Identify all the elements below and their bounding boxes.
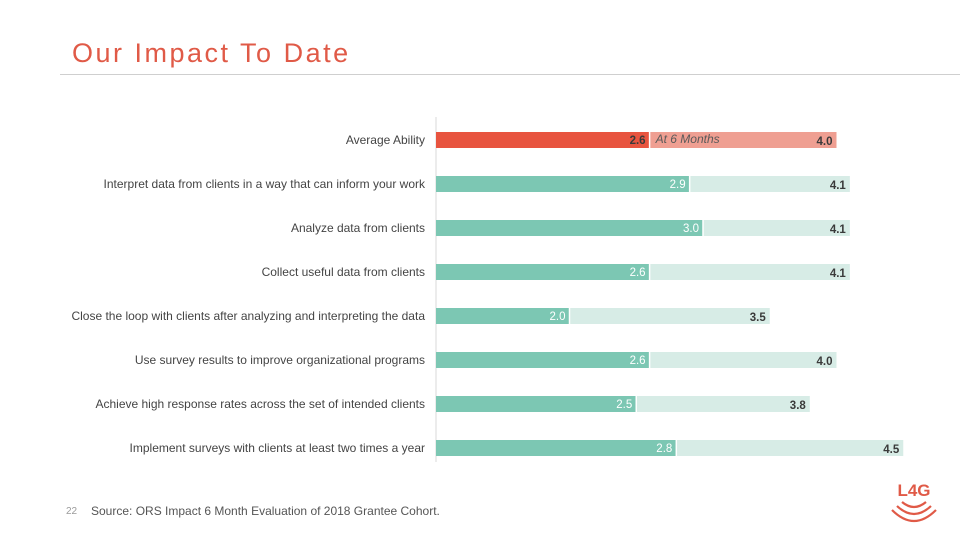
bar-baseline xyxy=(436,396,637,412)
six-month-value-label: 4.5 xyxy=(883,444,900,456)
bar-baseline xyxy=(436,308,570,324)
six-month-value-label: 4.0 xyxy=(817,356,833,368)
source-note: Source: ORS Impact 6 Month Evaluation of… xyxy=(91,504,440,518)
bar-baseline xyxy=(436,352,650,368)
bar-baseline xyxy=(436,440,677,456)
category-label: Average Ability xyxy=(346,133,425,147)
baseline-value-label: 2.6 xyxy=(630,135,646,147)
category-label: Interpret data from clients in a way tha… xyxy=(104,177,426,191)
page-number: 22 xyxy=(66,506,78,517)
category-label: Close the loop with clients after analyz… xyxy=(71,309,425,323)
logo-arc-1 xyxy=(901,501,927,509)
title-divider xyxy=(60,74,960,75)
bar-baseline xyxy=(436,220,703,236)
six-month-value-label: 4.1 xyxy=(830,180,847,192)
at-6-months-annotation: At 6 Months xyxy=(655,132,720,146)
logo-text: L4G xyxy=(897,481,930,500)
category-label: Use survey results to improve organizati… xyxy=(135,353,425,367)
bar-baseline xyxy=(436,132,650,148)
page-title: Our Impact To Date xyxy=(72,38,351,68)
category-label: Achieve high response rates across the s… xyxy=(95,397,425,411)
baseline-value-label: 2.8 xyxy=(656,443,672,455)
category-label: Collect useful data from clients xyxy=(262,265,425,279)
six-month-value-label: 4.0 xyxy=(817,136,833,148)
bar-baseline xyxy=(436,176,690,192)
category-label: Implement surveys with clients at least … xyxy=(130,441,425,455)
baseline-value-label: 2.5 xyxy=(616,399,632,411)
baseline-value-label: 3.0 xyxy=(683,223,699,235)
six-month-value-label: 3.8 xyxy=(790,400,807,412)
logo-arc-2 xyxy=(896,505,932,516)
logo-arc-3 xyxy=(891,509,937,523)
six-month-value-label: 4.1 xyxy=(830,224,847,236)
baseline-value-label: 2.0 xyxy=(550,311,566,323)
baseline-value-label: 2.9 xyxy=(670,179,686,191)
six-month-value-label: 3.5 xyxy=(750,312,767,324)
l4g-logo: L4G xyxy=(891,481,937,523)
category-label: Analyze data from clients xyxy=(291,221,425,235)
six-month-value-label: 4.1 xyxy=(830,268,847,280)
baseline-value-label: 2.6 xyxy=(630,267,646,279)
bar-baseline xyxy=(436,264,650,280)
baseline-value-label: 2.6 xyxy=(630,355,646,367)
